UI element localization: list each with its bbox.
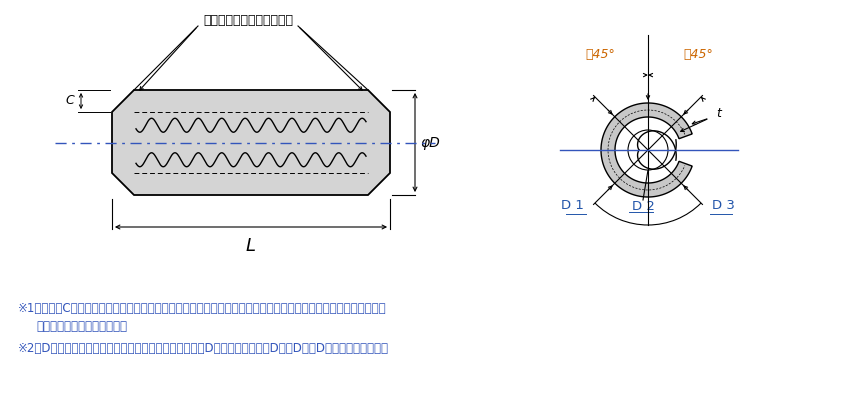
- Text: 絀45°: 絀45°: [683, 48, 713, 62]
- Text: 絀45°: 絀45°: [585, 48, 615, 62]
- Text: D 1: D 1: [561, 199, 584, 212]
- Text: t: t: [716, 106, 721, 120]
- Text: L: L: [246, 237, 256, 255]
- Polygon shape: [112, 90, 390, 195]
- Polygon shape: [601, 103, 692, 197]
- Circle shape: [628, 130, 668, 170]
- Text: D 3: D 3: [712, 199, 734, 212]
- Text: D 2: D 2: [631, 200, 655, 213]
- Text: C: C: [65, 94, 74, 108]
- Text: ※2　Dの最大寸法はピンの円周上における最大値とし、Dの最小寸法は　（D１＋D２＋D３）／３　とする。: ※2 Dの最大寸法はピンの円周上における最大値とし、Dの最小寸法は （D１＋D２…: [18, 342, 389, 355]
- Text: （但し、両端部を除く。）: （但し、両端部を除く。）: [36, 320, 127, 333]
- Text: ※1　すきまCは、スプリングピンを適用する穴に挿入したとき、辺が接触しないような寸法でなければならない。: ※1 すきまCは、スプリングピンを適用する穴に挿入したとき、辺が接触しないような…: [18, 302, 387, 315]
- Text: φD: φD: [420, 136, 439, 150]
- Text: 面取りの形状は任意とする: 面取りの形状は任意とする: [203, 14, 293, 26]
